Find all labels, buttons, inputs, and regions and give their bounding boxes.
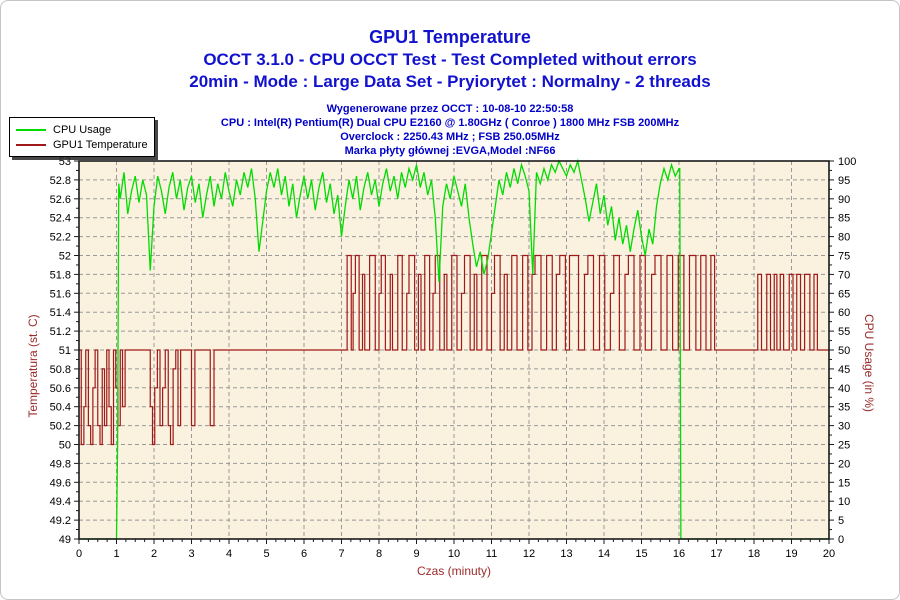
svg-text:51.6: 51.6 [50,288,71,300]
svg-text:4: 4 [226,548,232,560]
chart-title: GPU1 Temperature [369,27,531,47]
svg-text:2: 2 [151,548,157,560]
svg-text:8: 8 [376,548,382,560]
svg-text:49.2: 49.2 [50,515,71,527]
chart-subtitle: OCCT 3.1.0 - CPU OCCT Test - Test Comple… [203,50,697,69]
svg-text:50.8: 50.8 [50,364,71,376]
svg-text:3: 3 [188,548,194,560]
svg-text:49.8: 49.8 [50,458,71,470]
svg-text:15: 15 [635,548,647,560]
svg-text:49: 49 [59,534,71,546]
svg-text:6: 6 [301,548,307,560]
svg-text:0: 0 [76,548,82,560]
svg-text:11: 11 [486,548,497,560]
svg-text:15: 15 [838,477,850,489]
series-gpu1-temperature [79,254,829,446]
chart-subtitle-mode: 20min - Mode : Large Data Set - Pryioryt… [189,72,711,91]
svg-text:51.2: 51.2 [50,326,71,338]
svg-text:51.4: 51.4 [50,307,71,319]
svg-text:45: 45 [838,364,850,376]
svg-text:5: 5 [263,548,269,560]
svg-text:30: 30 [838,421,850,433]
cpu-info: CPU : Intel(R) Pentium(R) Dual CPU E2160… [220,117,680,129]
svg-text:53: 53 [59,156,71,168]
legend-label-gpu1-temperature: GPU1 Temperature [53,138,148,151]
legend-item-gpu1-temperature: GPU1 Temperature [16,137,148,152]
svg-text:50.4: 50.4 [50,402,71,414]
svg-text:90: 90 [838,194,850,206]
svg-text:18: 18 [748,548,760,560]
svg-text:10: 10 [838,496,850,508]
series-cpu-usage [79,158,829,540]
svg-text:1: 1 [113,548,119,560]
svg-text:5: 5 [838,515,844,527]
svg-text:52.2: 52.2 [50,232,71,244]
svg-text:7: 7 [338,548,344,560]
legend: CPU Usage GPU1 Temperature [9,117,155,157]
svg-text:0: 0 [838,534,844,546]
svg-text:52.6: 52.6 [50,194,71,206]
svg-text:10: 10 [448,548,460,560]
svg-text:20: 20 [838,458,850,470]
svg-text:14: 14 [598,548,610,560]
svg-text:52: 52 [59,251,71,263]
svg-text:85: 85 [838,213,850,225]
series-lines [79,158,829,540]
svg-text:16: 16 [673,548,685,560]
svg-text:50: 50 [59,440,71,452]
svg-text:35: 35 [838,402,850,414]
svg-text:75: 75 [838,251,850,263]
svg-text:50: 50 [838,345,850,357]
svg-text:95: 95 [838,175,850,187]
svg-text:70: 70 [838,269,850,281]
legend-item-cpu-usage: CPU Usage [16,122,148,137]
generated-info: Wygenerowane przez OCCT : 10-08-10 22:50… [326,103,574,115]
svg-text:17: 17 [710,548,722,560]
legend-label-cpu-usage: CPU Usage [53,123,112,136]
svg-text:50.2: 50.2 [50,421,71,433]
svg-text:20: 20 [823,548,835,560]
svg-text:100: 100 [838,156,856,168]
svg-text:12: 12 [523,548,535,560]
axis-ticks [74,160,834,544]
cpu-usage-line-swatch [16,128,46,131]
svg-text:19: 19 [785,548,797,560]
mainboard-info: Marka płyty głównej :EVGA,Model :NF66 [344,145,556,157]
svg-text:65: 65 [838,288,850,300]
y-axis-label-temperature: Temperatura (st. C) [26,314,40,418]
svg-text:25: 25 [838,440,850,452]
svg-text:13: 13 [560,548,572,560]
svg-text:55: 55 [838,326,850,338]
axis-tick-labels: 4949.249.449.649.85050.250.450.650.85151… [50,156,857,560]
svg-text:51: 51 [59,345,71,357]
gpu1-temperature-line-swatch [16,143,46,146]
svg-text:60: 60 [838,307,850,319]
svg-text:9: 9 [413,548,419,560]
overclock-info: Overclock : 2250.43 MHz ; FSB 250.05MHz [340,131,560,143]
svg-text:51.8: 51.8 [50,269,71,281]
svg-text:52.8: 52.8 [50,175,71,187]
svg-text:52.4: 52.4 [50,213,71,225]
svg-text:40: 40 [838,383,850,395]
svg-text:50.6: 50.6 [50,383,71,395]
svg-text:49.4: 49.4 [50,496,71,508]
svg-text:49.6: 49.6 [50,477,71,489]
y-axis-label-cpu-usage: CPU Usage (in %) [862,313,876,413]
svg-text:80: 80 [838,232,850,244]
x-axis-label-time: Czas (minuty) [416,564,491,578]
